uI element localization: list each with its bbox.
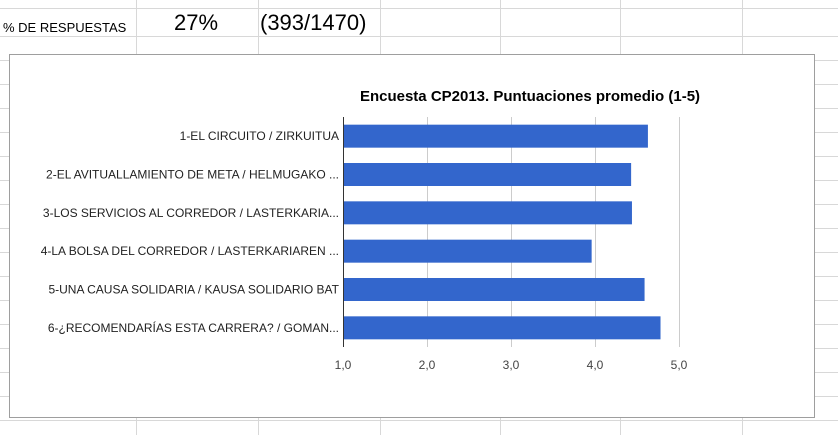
chart-title: Encuesta CP2013. Puntuaciones promedio (… [360, 88, 700, 105]
category-label: 6-¿RECOMENDARÍAS ESTA CARRERA? / GOMAN..… [48, 320, 339, 335]
bar[interactable] [344, 239, 592, 263]
grid-row-line [0, 420, 838, 421]
grid-row-line [0, 36, 838, 37]
x-tick-label: 4,0 [587, 358, 604, 372]
bar[interactable] [344, 201, 632, 225]
category-label: 4-LA BOLSA DEL CORREDOR / LASTERKARIAREN… [41, 244, 339, 258]
bar[interactable] [344, 278, 645, 301]
chart-canvas: Encuesta CP2013. Puntuaciones promedio (… [41, 88, 700, 372]
bar[interactable] [344, 163, 632, 186]
category-label: 1-EL CIRCUITO / ZIRKUITUA [180, 129, 339, 143]
x-tick-label: 2,0 [419, 358, 436, 372]
category-label: 3-LOS SERVICIOS AL CORREDOR / LASTERKARI… [43, 206, 339, 220]
grid-row-line [0, 8, 838, 9]
category-label: 5-UNA CAUSA SOLIDARIA / KAUSA SOLIDARIO … [48, 283, 339, 297]
x-tick-label: 5,0 [671, 358, 688, 372]
responses-percent-cell[interactable]: 27% [174, 10, 219, 35]
bar[interactable] [344, 124, 648, 148]
embedded-bar-chart[interactable]: Encuesta CP2013. Puntuaciones promedio (… [9, 54, 815, 418]
category-label: 2-EL AVITUALLAMIENTO DE META / HELMUGAKO… [46, 168, 339, 182]
responses-ratio-cell[interactable]: (393/1470) [260, 10, 367, 35]
bar[interactable] [344, 316, 661, 340]
responses-label-cell[interactable]: % DE RESPUESTAS [3, 20, 127, 35]
x-tick-label: 1,0 [335, 358, 352, 372]
x-tick-label: 3,0 [503, 358, 520, 372]
